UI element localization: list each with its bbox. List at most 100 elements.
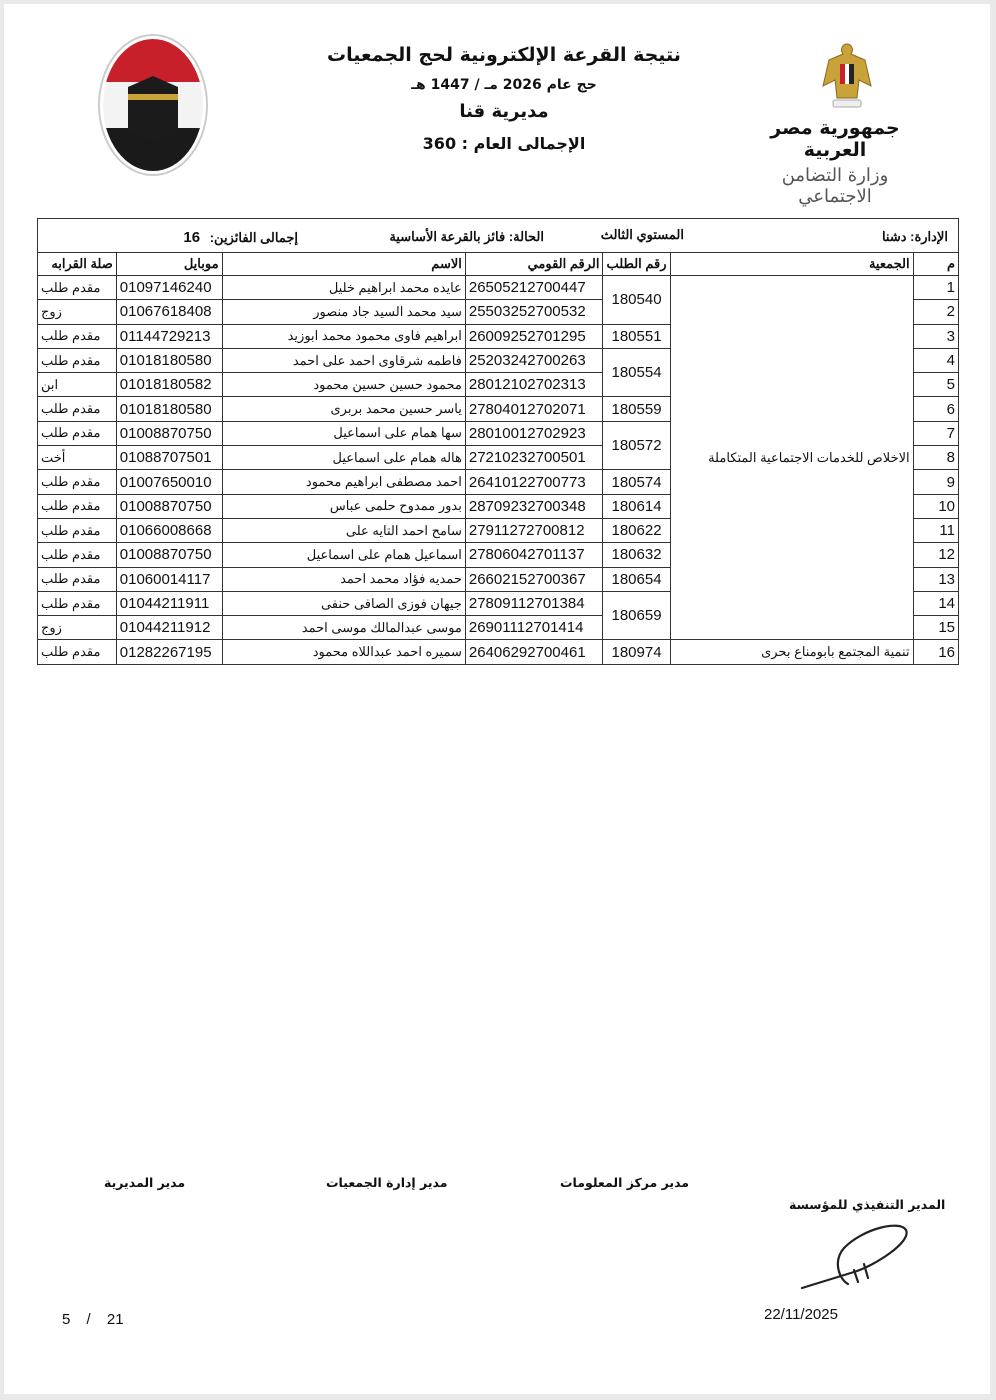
col-n: م: [912, 252, 960, 276]
relation: أخت: [37, 445, 117, 471]
request-number: 180614: [602, 493, 671, 519]
national-id: 28709232700348: [464, 493, 604, 519]
relation: مقدم طلب: [37, 274, 117, 301]
page-number: 5 / 21: [62, 1311, 124, 1328]
national-id: 27806042701137: [464, 542, 604, 568]
sig-info-center: مدير مركز المعلومات: [560, 1175, 690, 1190]
row-number: 14: [912, 590, 960, 617]
mobile-number: 01066008668: [115, 517, 223, 544]
directorate-name: مديرية قنا: [459, 101, 549, 122]
table-row: 5 28012102702313 محمود حسين حسين محمود 0101…: [37, 372, 960, 398]
info-row: الإدارة: دشنا المستوي الثالث الحالة: فائ…: [37, 218, 959, 253]
row-number: 7: [912, 420, 960, 447]
table-row: 7 180572 28010012702923 سها همام على اسماعي…: [37, 420, 960, 471]
member-name: عايده محمد ابراهيم خليل: [221, 274, 466, 301]
mobile-number: 01060014117: [115, 566, 223, 592]
mobile-number: 01044211912: [115, 615, 223, 641]
row-number: 15: [912, 615, 960, 641]
signature: [800, 1224, 908, 1290]
member-name: احمد مصطفى ابراهيم محمود: [221, 469, 466, 495]
relation: مقدم طلب: [37, 347, 117, 374]
relation: مقدم طلب: [37, 493, 117, 519]
member-name: حمديه فؤاد محمد احمد: [221, 566, 466, 592]
request-number: 180574: [602, 469, 671, 495]
mobile-number: 01008870750: [115, 420, 223, 447]
ministry-name: وزارة التضامن الاجتماعي: [781, 165, 889, 207]
mobile-number: 01008870750: [115, 542, 223, 568]
hajj-year: حج عام 2026 مـ / 1447 هـ: [411, 77, 597, 93]
relation: مقدم طلب: [37, 639, 117, 665]
winners-value: 16: [183, 229, 201, 246]
national-id: 26410122700773: [464, 469, 604, 495]
national-id: 27804012702071: [464, 396, 604, 422]
member-name: هاله همام على اسماعيل: [221, 445, 466, 471]
col-national-id: الرقم القومي: [464, 252, 604, 276]
col-association: الجمعية: [669, 252, 914, 276]
administration: الإدارة: دشنا: [882, 229, 948, 245]
page-separator: /: [86, 1311, 91, 1328]
relation: ابن: [37, 372, 117, 398]
republic-name: جمهورية مصر العربية: [770, 117, 900, 161]
request-number: 180974: [602, 639, 671, 665]
relation: زوج: [37, 615, 117, 641]
request-number: 180622: [602, 517, 671, 544]
row-number: 13: [912, 566, 960, 592]
table-row: 2 25503252700532 سيد محمد السيد جاد منصور 0…: [37, 299, 960, 325]
status-label: الحالة:: [508, 229, 544, 244]
member-name: محمود حسين حسين محمود: [221, 372, 466, 398]
national-id: 27210232700501: [464, 445, 604, 471]
eagle-emblem-icon: [822, 43, 872, 108]
print-date: 22/11/2025: [764, 1306, 838, 1323]
national-id: 26505212700447: [464, 274, 604, 301]
document-page: نتيجة القرعة الإلكترونية لحج الجمعيات حج…: [4, 4, 990, 1394]
sig-executive: المدير التنفيذي للمؤسسة: [789, 1197, 946, 1212]
relation: مقدم طلب: [37, 542, 117, 568]
national-id: 26009252701295: [464, 323, 604, 349]
col-relation: صلة القرابه: [37, 252, 117, 276]
request-number: 180551: [602, 323, 671, 349]
sig-associations: مدير إدارة الجمعيات: [326, 1175, 448, 1190]
request-number: 180659: [602, 590, 671, 641]
table-row: 15 26901112701414 موسى عبدالمالك موسى احمد…: [37, 615, 960, 641]
table-row: 16 تنمية المجتمع بابومناع بحرى 180974 26406…: [37, 639, 960, 665]
table-row: 1 الاخلاص للخدمات الاجتماعية المتكاملة 180…: [37, 274, 960, 641]
member-name: موسى عبدالمالك موسى احمد: [221, 615, 466, 641]
document-title: نتيجة القرعة الإلكترونية لحج الجمعيات: [327, 44, 681, 66]
member-name: سها همام على اسماعيل: [221, 420, 466, 447]
national-id: 25503252700532: [464, 299, 604, 325]
relation: مقدم طلب: [37, 420, 117, 447]
row-number: 2: [912, 299, 960, 325]
table-row: 3 180551 26009252701295 ابراهيم فاوى محمود …: [37, 323, 960, 349]
mobile-number: 01018180582: [115, 372, 223, 398]
status: الحالة: فائز بالقرعة الأساسية: [389, 229, 544, 245]
relation: مقدم طلب: [37, 469, 117, 495]
winners-total: إجمالى الفائزين: 16: [183, 229, 298, 246]
row-number: 11: [912, 517, 960, 544]
row-number: 4: [912, 347, 960, 374]
national-id: 25203242700263: [464, 347, 604, 374]
table-row: 6 180559 27804012702071 ياسر حسين محمد بربر…: [37, 396, 960, 422]
table-row: 12 180632 27806042701137 اسماعيل همام على ا…: [37, 542, 960, 568]
relation: مقدم طلب: [37, 396, 117, 422]
mobile-number: 01282267195: [115, 639, 223, 665]
national-id: 27911272700812: [464, 517, 604, 544]
member-name: ابراهيم فاوى محمود محمد ابوزيد: [221, 323, 466, 349]
national-id: 28010012702923: [464, 420, 604, 447]
table-row: 10 180614 28709232700348 بدور ممدوح حلمى عب…: [37, 493, 960, 519]
mobile-number: 01088707501: [115, 445, 223, 471]
member-name: سميره احمد عبداللاه محمود: [221, 639, 466, 665]
national-id: 26406292700461: [464, 639, 604, 665]
administration-value: دشنا: [881, 229, 907, 244]
page-total: 21: [106, 1311, 124, 1328]
table-row: 8 27210232700501 هاله همام على اسماعيل 0108…: [37, 445, 960, 471]
table-row: 9 180574 26410122700773 احمد مصطفى ابراهيم …: [37, 469, 960, 495]
mobile-number: 01008870750: [115, 493, 223, 519]
winners-label: إجمالى الفائزين:: [209, 230, 298, 245]
col-mobile: موبايل: [115, 252, 223, 276]
row-number: 6: [912, 396, 960, 422]
row-number: 10: [912, 493, 960, 519]
national-id: 26602152700367: [464, 566, 604, 592]
national-id: 26901112701414: [464, 615, 604, 641]
national-id: 27809112701384: [464, 590, 604, 617]
grand-total: الإجمالى العام : 360: [422, 134, 586, 153]
